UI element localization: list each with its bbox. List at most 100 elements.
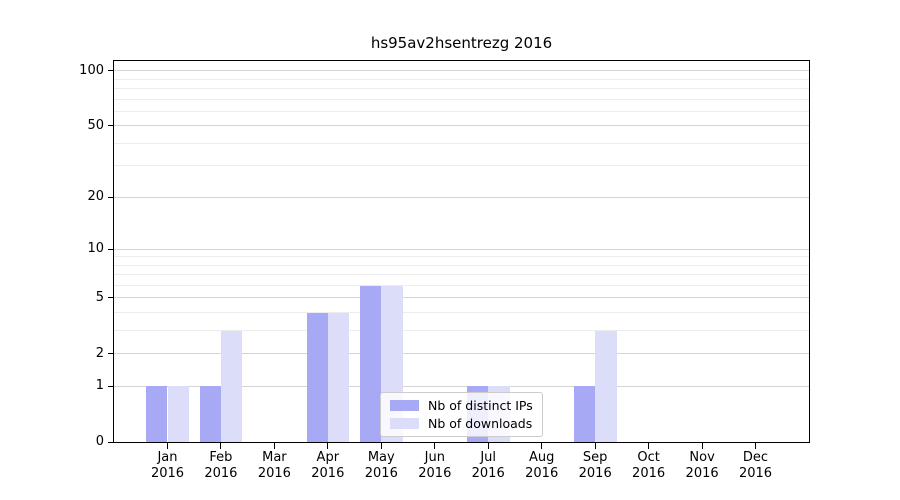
gridline-major-100 <box>114 70 809 72</box>
bar-nb-of-downloads-jan <box>167 386 189 442</box>
gridline-minor-6 <box>114 285 809 286</box>
x-tick-mark-jan <box>167 443 168 449</box>
x-tick-mark-sep <box>594 443 596 449</box>
bar-nb-of-distinct-ips-jan <box>146 386 168 442</box>
gridline-major-20 <box>114 196 809 198</box>
gridline-major-50 <box>114 125 809 127</box>
x-tick-mark-may <box>380 443 382 449</box>
x-tick-mark-jul <box>487 443 489 449</box>
x-tick-year-oct: 2016 <box>632 466 666 481</box>
y-tick-mark-1 <box>108 385 114 387</box>
bar-nb-of-downloads-feb <box>220 330 243 442</box>
y-tick-mark-10 <box>108 248 114 250</box>
x-tick-year-dec: 2016 <box>738 466 773 481</box>
x-tick-mark-oct <box>648 443 650 449</box>
gridline-major-5 <box>114 297 809 299</box>
x-tick-label-dec: Dec 2016 <box>726 450 786 482</box>
bar-nb-of-distinct-ips-apr <box>306 312 328 442</box>
gridline-minor-60 <box>114 110 809 112</box>
x-tick-mark-dec <box>755 443 756 449</box>
x-tick-month-oct: Oct <box>637 450 660 465</box>
x-tick-month-aug: Aug <box>528 450 555 465</box>
gridline-minor-3 <box>114 330 809 331</box>
gridline-minor-90 <box>114 78 809 80</box>
x-tick-year-jul: 2016 <box>471 466 505 481</box>
legend-row-0: Nb of distinct IPs <box>390 398 533 413</box>
x-tick-month-may: May <box>367 450 395 465</box>
y-tick-mark-20 <box>108 196 114 198</box>
bar-nb-of-distinct-ips-may <box>359 285 382 442</box>
x-tick-year-feb: 2016 <box>204 466 238 481</box>
y-tick-label-50: 50 <box>87 117 104 133</box>
chart-title: hs95av2hsentrezg 2016 <box>370 34 553 52</box>
x-tick-month-mar: Mar <box>262 450 287 465</box>
x-tick-label-feb: Feb 2016 <box>191 450 251 482</box>
x-tick-year-aug: 2016 <box>525 466 559 481</box>
x-tick-month-apr: Apr <box>316 450 340 465</box>
x-tick-label-jul: Jul 2016 <box>458 450 518 482</box>
legend-swatch-1 <box>390 418 419 429</box>
x-tick-label-mar: Mar 2016 <box>244 450 304 482</box>
x-tick-month-feb: Feb <box>209 450 233 465</box>
y-tick-label-20: 20 <box>87 189 104 205</box>
x-tick-year-mar: 2016 <box>257 466 291 481</box>
x-tick-mark-mar <box>273 443 275 449</box>
x-tick-year-apr: 2016 <box>311 466 345 481</box>
gridline-minor-40 <box>114 142 809 144</box>
x-tick-month-jul: Jul <box>480 450 497 465</box>
gridline-minor-9 <box>114 256 809 258</box>
x-tick-mark-apr <box>327 443 329 449</box>
gridline-major-10 <box>114 248 809 250</box>
x-tick-month-nov: Nov <box>689 450 715 465</box>
gridline-minor-80 <box>114 88 809 89</box>
y-tick-label-5: 5 <box>95 289 104 305</box>
x-tick-label-jun: Jun 2016 <box>405 450 465 482</box>
gridline-minor-30 <box>114 165 809 167</box>
gridline-major-1 <box>114 385 809 387</box>
y-tick-mark-2 <box>108 353 114 355</box>
x-tick-year-jan: 2016 <box>150 466 185 481</box>
gridline-minor-7 <box>114 274 809 276</box>
y-tick-mark-50 <box>108 125 114 127</box>
x-tick-month-dec: Dec <box>742 450 769 465</box>
legend-swatch-0 <box>390 400 419 411</box>
x-tick-mark-aug <box>541 443 543 449</box>
legend-label-0: Nb of distinct IPs <box>428 398 533 413</box>
y-tick-mark-100 <box>108 70 114 72</box>
plot-area <box>113 60 810 443</box>
bar-nb-of-downloads-sep <box>595 330 617 442</box>
legend-row-1: Nb of downloads <box>390 416 533 431</box>
y-tick-label-0: 0 <box>95 434 104 449</box>
x-tick-month-jan: Jan <box>157 450 178 465</box>
bar-nb-of-distinct-ips-sep <box>573 386 596 442</box>
bar-nb-of-downloads-apr <box>327 312 350 442</box>
y-tick-mark-0 <box>108 441 114 443</box>
x-tick-mark-jun <box>434 443 436 449</box>
bar-nb-of-distinct-ips-feb <box>199 386 221 442</box>
y-tick-mark-5 <box>108 297 114 299</box>
x-tick-mark-feb <box>220 443 222 449</box>
x-tick-mark-nov <box>701 443 703 449</box>
y-tick-label-10: 10 <box>87 241 104 257</box>
x-tick-year-jun: 2016 <box>418 466 452 481</box>
x-tick-label-aug: Aug 2016 <box>512 450 572 482</box>
legend-label-1: Nb of downloads <box>428 416 533 431</box>
gridline-major-2 <box>114 353 809 355</box>
x-tick-label-sep: Sep 2016 <box>565 450 625 482</box>
gridline-minor-70 <box>114 98 809 100</box>
x-tick-label-jan: Jan 2016 <box>138 450 198 482</box>
x-tick-label-may: May 2016 <box>351 450 411 482</box>
x-tick-year-sep: 2016 <box>578 466 612 481</box>
x-tick-label-nov: Nov 2016 <box>672 450 732 482</box>
y-tick-label-1: 1 <box>95 378 104 394</box>
gridline-minor-4 <box>114 312 809 313</box>
gridline-minor-8 <box>114 264 809 266</box>
x-tick-label-oct: Oct 2016 <box>619 450 679 482</box>
x-tick-year-may: 2016 <box>364 466 398 481</box>
legend: Nb of distinct IPs Nb of downloads <box>380 392 543 437</box>
y-tick-label-100: 100 <box>79 62 104 78</box>
x-tick-label-apr: Apr 2016 <box>298 450 358 482</box>
x-tick-year-nov: 2016 <box>685 466 719 481</box>
x-tick-month-sep: Sep <box>582 450 608 465</box>
